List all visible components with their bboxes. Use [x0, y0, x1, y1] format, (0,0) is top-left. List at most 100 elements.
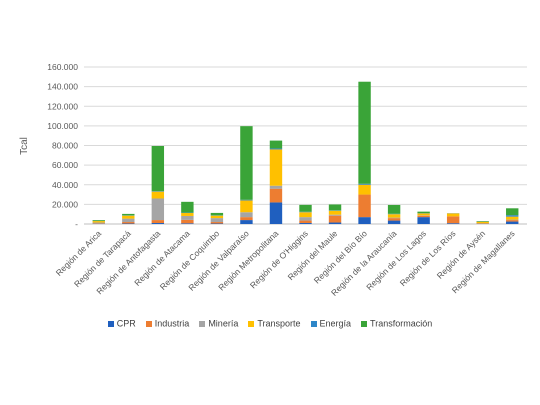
- legend: CPR Industria Minería Transporte Energía Tran…: [0, 318, 540, 329]
- bar-segment: [152, 146, 164, 191]
- bar-segment: [358, 185, 370, 195]
- bar-segment: [299, 223, 311, 224]
- legend-item: Minería: [199, 318, 238, 329]
- bar-segment: [358, 217, 370, 224]
- bar-segment: [270, 202, 282, 224]
- bar-segment: [417, 212, 429, 213]
- bar-segment: [329, 211, 341, 215]
- bar-segment: [240, 220, 252, 224]
- x-tick-label: Región del Bío Bío: [312, 228, 369, 285]
- y-tick-label: 80.000: [52, 141, 78, 151]
- legend-label: Transporte: [257, 319, 300, 329]
- bar-segment: [122, 222, 134, 223]
- bar-segment: [358, 82, 370, 184]
- bar-segment: [122, 216, 134, 219]
- bar-segment: [93, 220, 105, 221]
- bar-segment: [122, 219, 134, 222]
- bar-segment: [181, 216, 193, 220]
- legend-swatch: [248, 321, 254, 327]
- bar-segment: [299, 217, 311, 220]
- bar-segment: [211, 216, 223, 218]
- y-axis-label: Tcal: [19, 137, 30, 155]
- bar-segment: [240, 126, 252, 200]
- bar-segment: [270, 148, 282, 149]
- bar-segment: [93, 221, 105, 222]
- x-tick-label: Región de Los Ríos: [398, 228, 458, 288]
- bar-segment: [506, 215, 518, 216]
- bars: [93, 82, 519, 224]
- bar-segment: [447, 223, 459, 224]
- bar-segment: [358, 195, 370, 218]
- bar-segment: [181, 220, 193, 223]
- bar-segment: [152, 192, 164, 199]
- bar-segment: [211, 213, 223, 215]
- bar-segment: [240, 212, 252, 217]
- legend-label: Transformación: [370, 319, 432, 329]
- legend-item: Industria: [146, 318, 190, 329]
- bar-segment: [270, 189, 282, 203]
- bar-segment: [506, 208, 518, 215]
- legend-item: CPR: [108, 318, 136, 329]
- bar-segment: [329, 215, 341, 216]
- bar-segment: [417, 216, 429, 217]
- bar-segment: [329, 223, 341, 224]
- legend-label: Industria: [155, 319, 190, 329]
- y-tick-label: 160.000: [47, 62, 78, 72]
- bar-segment: [506, 217, 518, 220]
- bar-segment: [447, 216, 459, 223]
- bar-segment: [152, 223, 164, 224]
- bar-segment: [211, 222, 223, 223]
- bar-segment: [240, 200, 252, 201]
- y-tick-label: 120.000: [47, 101, 78, 111]
- bar-segment: [388, 205, 400, 214]
- legend-label: Energía: [320, 319, 352, 329]
- bar-segment: [329, 216, 341, 223]
- bar-segment: [122, 214, 134, 215]
- bar-segment: [270, 141, 282, 149]
- legend-swatch: [146, 321, 152, 327]
- bar-segment: [417, 217, 429, 224]
- legend-item: Transformación: [361, 318, 432, 329]
- y-tick-label: 40.000: [52, 180, 78, 190]
- y-tick-label: 60.000: [52, 160, 78, 170]
- bar-segment: [358, 184, 370, 185]
- y-tick-label: 140.000: [47, 82, 78, 92]
- bar-segment: [329, 204, 341, 210]
- bar-segment: [270, 149, 282, 185]
- bar-segment: [417, 213, 429, 215]
- bar-segment: [181, 223, 193, 224]
- gridlines: [84, 67, 527, 224]
- bar-segment: [506, 222, 518, 224]
- bar-segment: [299, 221, 311, 223]
- bar-segment: [181, 202, 193, 213]
- bar-segment: [388, 221, 400, 224]
- legend-swatch: [361, 321, 367, 327]
- bar-segment: [240, 200, 252, 212]
- bar-segment: [152, 198, 164, 220]
- bar-segment: [506, 220, 518, 221]
- legend-label: CPR: [117, 319, 136, 329]
- bar-segment: [388, 214, 400, 217]
- bar-segment: [270, 186, 282, 189]
- bar-segment: [476, 222, 488, 223]
- bar-segment: [299, 205, 311, 212]
- y-tick-label: 100.000: [47, 121, 78, 131]
- bar-segment: [299, 212, 311, 217]
- bar-segment: [447, 213, 459, 216]
- y-tick-label: 20.000: [52, 199, 78, 209]
- bar-segment: [388, 218, 400, 220]
- x-tick-label: Región de Atacama: [132, 228, 192, 288]
- bar-segment: [152, 220, 164, 223]
- bar-segment: [93, 223, 105, 224]
- legend-item: Transporte: [248, 318, 300, 329]
- legend-swatch: [311, 321, 317, 327]
- legend-item: Energía: [311, 318, 352, 329]
- legend-swatch: [108, 321, 114, 327]
- bar-segment: [211, 218, 223, 222]
- y-tick-label: -: [75, 219, 78, 229]
- bar-segment: [240, 217, 252, 220]
- legend-swatch: [199, 321, 205, 327]
- legend-label: Minería: [208, 319, 238, 329]
